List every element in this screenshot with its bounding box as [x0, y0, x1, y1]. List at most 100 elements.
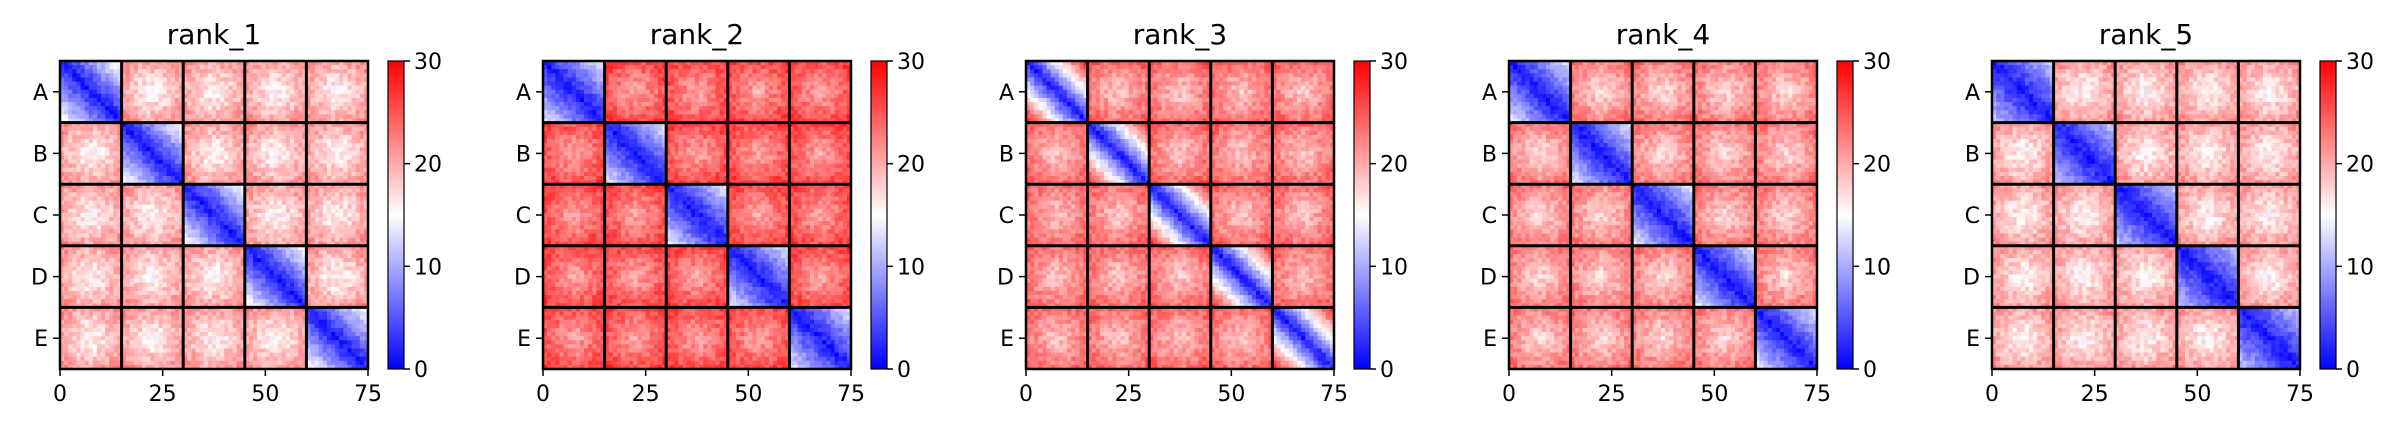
- heatmap-cell: [105, 238, 110, 243]
- heatmap-cell: [216, 114, 221, 119]
- heatmap-cell: [101, 320, 106, 325]
- heatmap-cell: [286, 77, 291, 82]
- heatmap-cell: [212, 312, 217, 317]
- heatmap-cell: [167, 316, 172, 321]
- heatmap-cell: [163, 160, 168, 165]
- heatmap-cell: [339, 209, 344, 214]
- heatmap-cell: [146, 291, 151, 296]
- heatmap-cell: [89, 197, 94, 202]
- heatmap-cell: [274, 254, 279, 259]
- heatmap-cell: [142, 172, 147, 177]
- heatmap-cell: [109, 106, 114, 111]
- heatmap-cell: [134, 86, 139, 91]
- heatmap-cell: [113, 283, 118, 288]
- heatmap-cell: [311, 164, 316, 169]
- heatmap-cell: [220, 324, 225, 329]
- heatmap-cell: [126, 197, 131, 202]
- heatmap-cell: [294, 328, 299, 333]
- heatmap-cell: [347, 155, 352, 160]
- heatmap-cell: [335, 94, 340, 99]
- heatmap-cell: [331, 114, 336, 119]
- heatmap-cell: [171, 279, 176, 284]
- heatmap-cell: [208, 279, 213, 284]
- heatmap-cell: [97, 77, 102, 82]
- heatmap-cell: [154, 205, 159, 210]
- heatmap-cell: [249, 287, 254, 292]
- heatmap-cell: [352, 229, 357, 234]
- heatmap-cell: [286, 164, 291, 169]
- heatmap-cell: [159, 328, 164, 333]
- heatmap-cell: [134, 332, 139, 337]
- heatmap-cell: [175, 266, 180, 271]
- heatmap-cell: [228, 172, 233, 177]
- heatmap-cell: [146, 262, 151, 267]
- heatmap-cell: [290, 201, 295, 206]
- heatmap-cell: [232, 209, 237, 214]
- heatmap-cell: [85, 197, 90, 202]
- heatmap-cell: [134, 77, 139, 82]
- heatmap-cell: [347, 143, 352, 148]
- heatmap-cell: [138, 69, 143, 74]
- heatmap-cell: [220, 188, 225, 193]
- heatmap-cell: [274, 299, 279, 304]
- heatmap-cell: [113, 312, 118, 317]
- heatmap-cell: [196, 176, 201, 181]
- heatmap-cell: [257, 225, 262, 230]
- heatmap-cell: [200, 209, 205, 214]
- heatmap-cell: [224, 110, 229, 115]
- heatmap-cell: [278, 275, 283, 280]
- heatmap-cell: [224, 188, 229, 193]
- heatmap-cell: [261, 270, 266, 275]
- heatmap-cell: [212, 139, 217, 144]
- heatmap-cell: [356, 254, 361, 259]
- heatmap-cell: [142, 127, 147, 132]
- heatmap-cell: [85, 98, 90, 103]
- heatmap-cell: [265, 225, 270, 230]
- heatmap-cell: [327, 299, 332, 304]
- heatmap-cell: [167, 114, 172, 119]
- heatmap-cell: [142, 287, 147, 292]
- heatmap-cell: [159, 176, 164, 181]
- heatmap-cell: [343, 258, 348, 263]
- heatmap-cell: [113, 233, 118, 238]
- heatmap-cell: [278, 77, 283, 82]
- heatmap-cell: [323, 131, 328, 136]
- heatmap-cell: [274, 312, 279, 317]
- heatmap-cell: [146, 172, 151, 177]
- heatmap-cell: [298, 324, 303, 329]
- heatmap-cell: [339, 164, 344, 169]
- heatmap-cell: [323, 164, 328, 169]
- heatmap-cell: [196, 90, 201, 95]
- heatmap-cell: [294, 270, 299, 275]
- heatmap-cell: [290, 225, 295, 230]
- heatmap-cell: [167, 176, 172, 181]
- heatmap-cell: [130, 225, 135, 230]
- heatmap-cell: [212, 192, 217, 197]
- heatmap-cell: [352, 233, 357, 238]
- heatmap-cell: [85, 151, 90, 156]
- heatmap-cell: [130, 94, 135, 99]
- heatmap-cell: [220, 209, 225, 214]
- heatmap-cell: [343, 213, 348, 218]
- heatmap-cell: [113, 238, 118, 243]
- heatmap-cell: [216, 324, 221, 329]
- heatmap-cell: [97, 291, 102, 296]
- heatmap-cell: [339, 266, 344, 271]
- heatmap-cell: [232, 155, 237, 160]
- heatmap-cell: [167, 250, 172, 255]
- heatmap-cell: [261, 77, 266, 82]
- heatmap-cell: [159, 213, 164, 218]
- heatmap-cell: [93, 86, 98, 91]
- heatmap-cell: [72, 127, 77, 132]
- heatmap-cell: [212, 201, 217, 206]
- heatmap-cell: [237, 221, 242, 226]
- heatmap-cell: [319, 176, 324, 181]
- heatmap-cell: [81, 110, 86, 115]
- heatmap-cell: [68, 279, 73, 284]
- heatmap-cell: [216, 139, 221, 144]
- heatmap-cell: [212, 65, 217, 70]
- heatmap-cell: [282, 312, 287, 317]
- heatmap-cell: [261, 279, 266, 284]
- heatmap-cell: [171, 73, 176, 78]
- heatmap-cell: [167, 127, 172, 132]
